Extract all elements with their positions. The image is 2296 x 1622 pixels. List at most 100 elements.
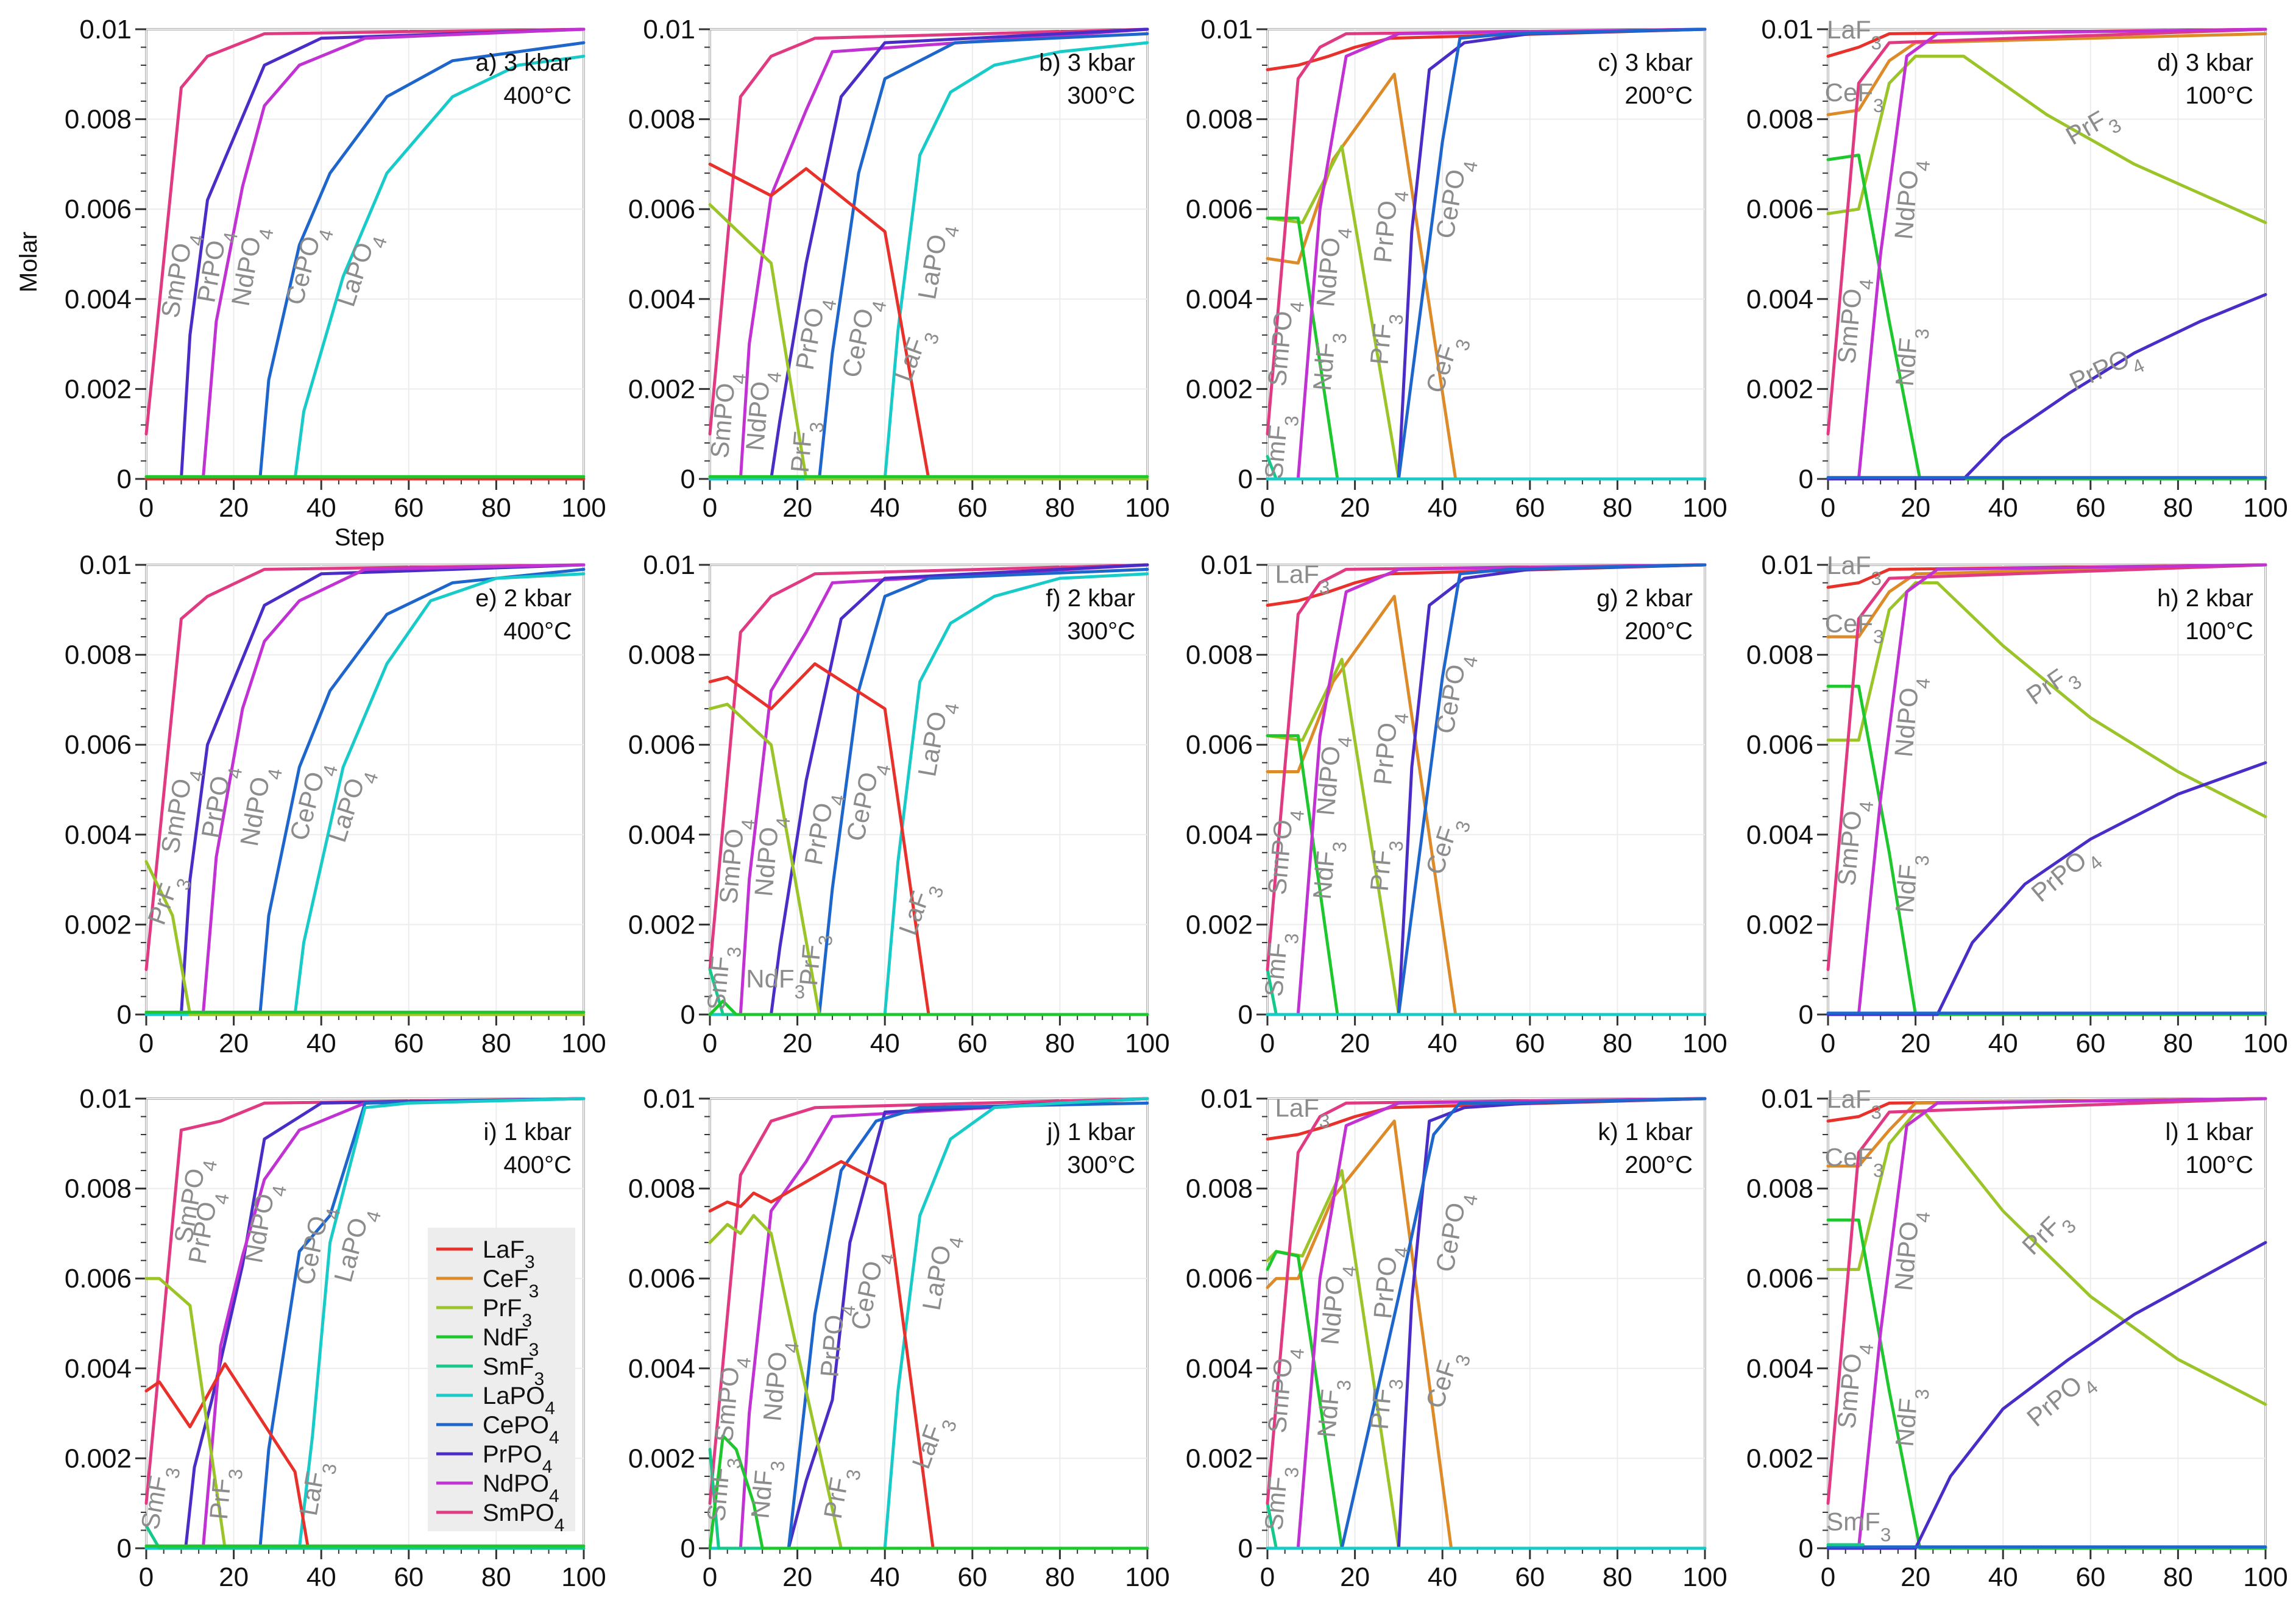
x-tick-label: 0 xyxy=(139,1562,154,1592)
legend-label-CeF3: CeF3 xyxy=(483,1266,539,1301)
y-tick-label: 0 xyxy=(1799,464,1813,494)
series-line-LaPO4 xyxy=(144,54,586,481)
panel-g: 0 20 40 60 80 100 0 0.002 0.004 0.006 0.008 0.01 g) … xyxy=(1186,550,1727,1058)
series-group xyxy=(708,1097,1149,1550)
x-tick-label: 40 xyxy=(870,1562,900,1592)
y-tick-label: 0.004 xyxy=(1746,820,1813,850)
y-tick-label: 0.004 xyxy=(65,285,132,314)
curve-label: NdF3 xyxy=(1308,331,1351,393)
panel-title: c) 3 kbar xyxy=(1598,49,1693,76)
x-tick-label: 0 xyxy=(703,1562,717,1592)
series-line-NdF3 xyxy=(708,999,1149,1016)
x-tick-label: 60 xyxy=(2075,1562,2105,1592)
curve-label: PrPO4 xyxy=(1368,189,1412,265)
x-tick-label: 100 xyxy=(1125,1562,1169,1592)
x-tick-label: 100 xyxy=(1125,493,1169,523)
y-tick-label: 0.002 xyxy=(65,910,132,940)
curve-label: NdPO4 xyxy=(1889,1209,1934,1293)
x-tick-label: 60 xyxy=(957,1562,987,1592)
series-line-SmPO4 xyxy=(708,1097,1149,1505)
x-tick-label: 60 xyxy=(394,1562,423,1592)
x-tick-label: 80 xyxy=(2163,493,2193,523)
panel-k: 0 20 40 60 80 100 0 0.002 0.004 0.006 0.008 0.01 k) … xyxy=(1186,1084,1727,1592)
series-line-LaPO4 xyxy=(144,572,586,1016)
x-tick-label: 60 xyxy=(957,1029,987,1058)
curve-label: LaF3 xyxy=(1827,1085,1882,1123)
series-line-NdPO4 xyxy=(144,563,586,1016)
series-group xyxy=(1266,563,1707,1016)
x-axis-title: Step xyxy=(335,524,384,551)
y-tick-label: 0.004 xyxy=(1186,285,1253,314)
x-tick-label: 0 xyxy=(1821,1562,1835,1592)
curve-label: SmF3 xyxy=(1259,413,1303,481)
panel-title: i) 1 kbar xyxy=(484,1119,572,1146)
x-tick-label: 100 xyxy=(2243,1562,2287,1592)
x-tick-label: 80 xyxy=(481,493,511,523)
y-tick-label: 0.006 xyxy=(1186,1264,1253,1294)
panel-title: e) 2 kbar xyxy=(475,585,572,612)
x-tick-label: 60 xyxy=(1515,1562,1545,1592)
curve-label: NdF3 xyxy=(746,965,805,1003)
series-group xyxy=(1826,27,2267,481)
curve-label: SmF3 xyxy=(1259,1465,1303,1532)
x-tick-label: 20 xyxy=(219,1562,249,1592)
plot-frame xyxy=(709,564,1149,1016)
y-tick-label: 0.002 xyxy=(65,1443,132,1473)
x-tick-label: 20 xyxy=(782,1029,812,1058)
y-tick-label: 0 xyxy=(117,1000,132,1030)
y-tick-label: 0 xyxy=(1799,1534,1813,1564)
legend-label-PrF3: PrF3 xyxy=(483,1295,532,1331)
y-tick-label: 0 xyxy=(1238,1534,1253,1564)
series-group xyxy=(708,563,1149,1016)
y-tick-label: 0.002 xyxy=(1746,910,1813,940)
panel-title: h) 2 kbar xyxy=(2157,585,2253,612)
x-tick-label: 60 xyxy=(394,1029,423,1058)
plot-frame xyxy=(145,28,585,480)
y-tick-label: 0.008 xyxy=(628,1174,695,1204)
y-tick-label: 0.008 xyxy=(65,105,132,135)
panel-subtitle: 400°C xyxy=(503,1152,572,1178)
x-tick-label: 60 xyxy=(2075,493,2105,523)
panel-subtitle: 200°C xyxy=(1625,618,1693,645)
y-tick-label: 0.008 xyxy=(1746,105,1813,135)
y-tick-label: 0.01 xyxy=(643,1084,695,1114)
y-tick-label: 0.008 xyxy=(1186,105,1253,135)
y-tick-label: 0.008 xyxy=(1746,640,1813,670)
panel-e: 0 20 40 60 80 100 0 0.002 0.004 0.006 0.008 0.01 e) … xyxy=(65,550,606,1058)
x-tick-label: 80 xyxy=(1045,1029,1075,1058)
y-tick-label: 0 xyxy=(681,1534,695,1564)
x-tick-label: 40 xyxy=(1988,1029,2018,1058)
series-line-SmPO4 xyxy=(1826,563,2267,971)
curve-label: PrF3 xyxy=(204,1467,247,1521)
panel-title: b) 3 kbar xyxy=(1039,49,1135,76)
series-line-LaF3 xyxy=(1266,1097,1707,1141)
series-line-CePO4 xyxy=(1397,563,1707,1016)
y-tick-label: 0.008 xyxy=(65,1174,132,1204)
legend-label-SmPO4: SmPO4 xyxy=(483,1500,564,1535)
x-tick-label: 0 xyxy=(139,1029,154,1058)
y-tick-label: 0.008 xyxy=(1746,1174,1813,1204)
panel-title: l) 1 kbar xyxy=(2166,1119,2254,1146)
series-line-NdPO4 xyxy=(144,27,586,481)
x-tick-label: 100 xyxy=(561,493,606,523)
curve-label: NdF3 xyxy=(1312,1378,1355,1440)
x-tick-label: 100 xyxy=(561,1562,606,1592)
curve-label: NdPO4 xyxy=(1889,158,1934,241)
x-tick-label: 80 xyxy=(1045,1562,1075,1592)
panel-j: 0 20 40 60 80 100 0 0.002 0.004 0.006 0.008 0.01 j) … xyxy=(628,1084,1170,1592)
y-axis-title: Molar xyxy=(15,232,42,292)
y-tick-label: 0.002 xyxy=(1746,374,1813,404)
x-tick-label: 100 xyxy=(2243,493,2287,523)
curve-label: SmPO4 xyxy=(714,816,759,905)
y-tick-label: 0.01 xyxy=(643,550,695,580)
series-group xyxy=(1826,563,2267,1016)
x-tick-label: 40 xyxy=(1428,1029,1458,1058)
y-tick-label: 0.01 xyxy=(1761,1084,1813,1114)
curve-label: PrF3 xyxy=(1364,311,1407,366)
panel-c: 0 20 40 60 80 100 0 0.002 0.004 0.006 0.008 0.01 c) … xyxy=(1186,15,1727,523)
panel-title: k) 1 kbar xyxy=(1598,1119,1693,1146)
panel-subtitle: 400°C xyxy=(503,82,572,109)
x-tick-label: 80 xyxy=(1603,493,1632,523)
x-tick-label: 20 xyxy=(219,1029,249,1058)
